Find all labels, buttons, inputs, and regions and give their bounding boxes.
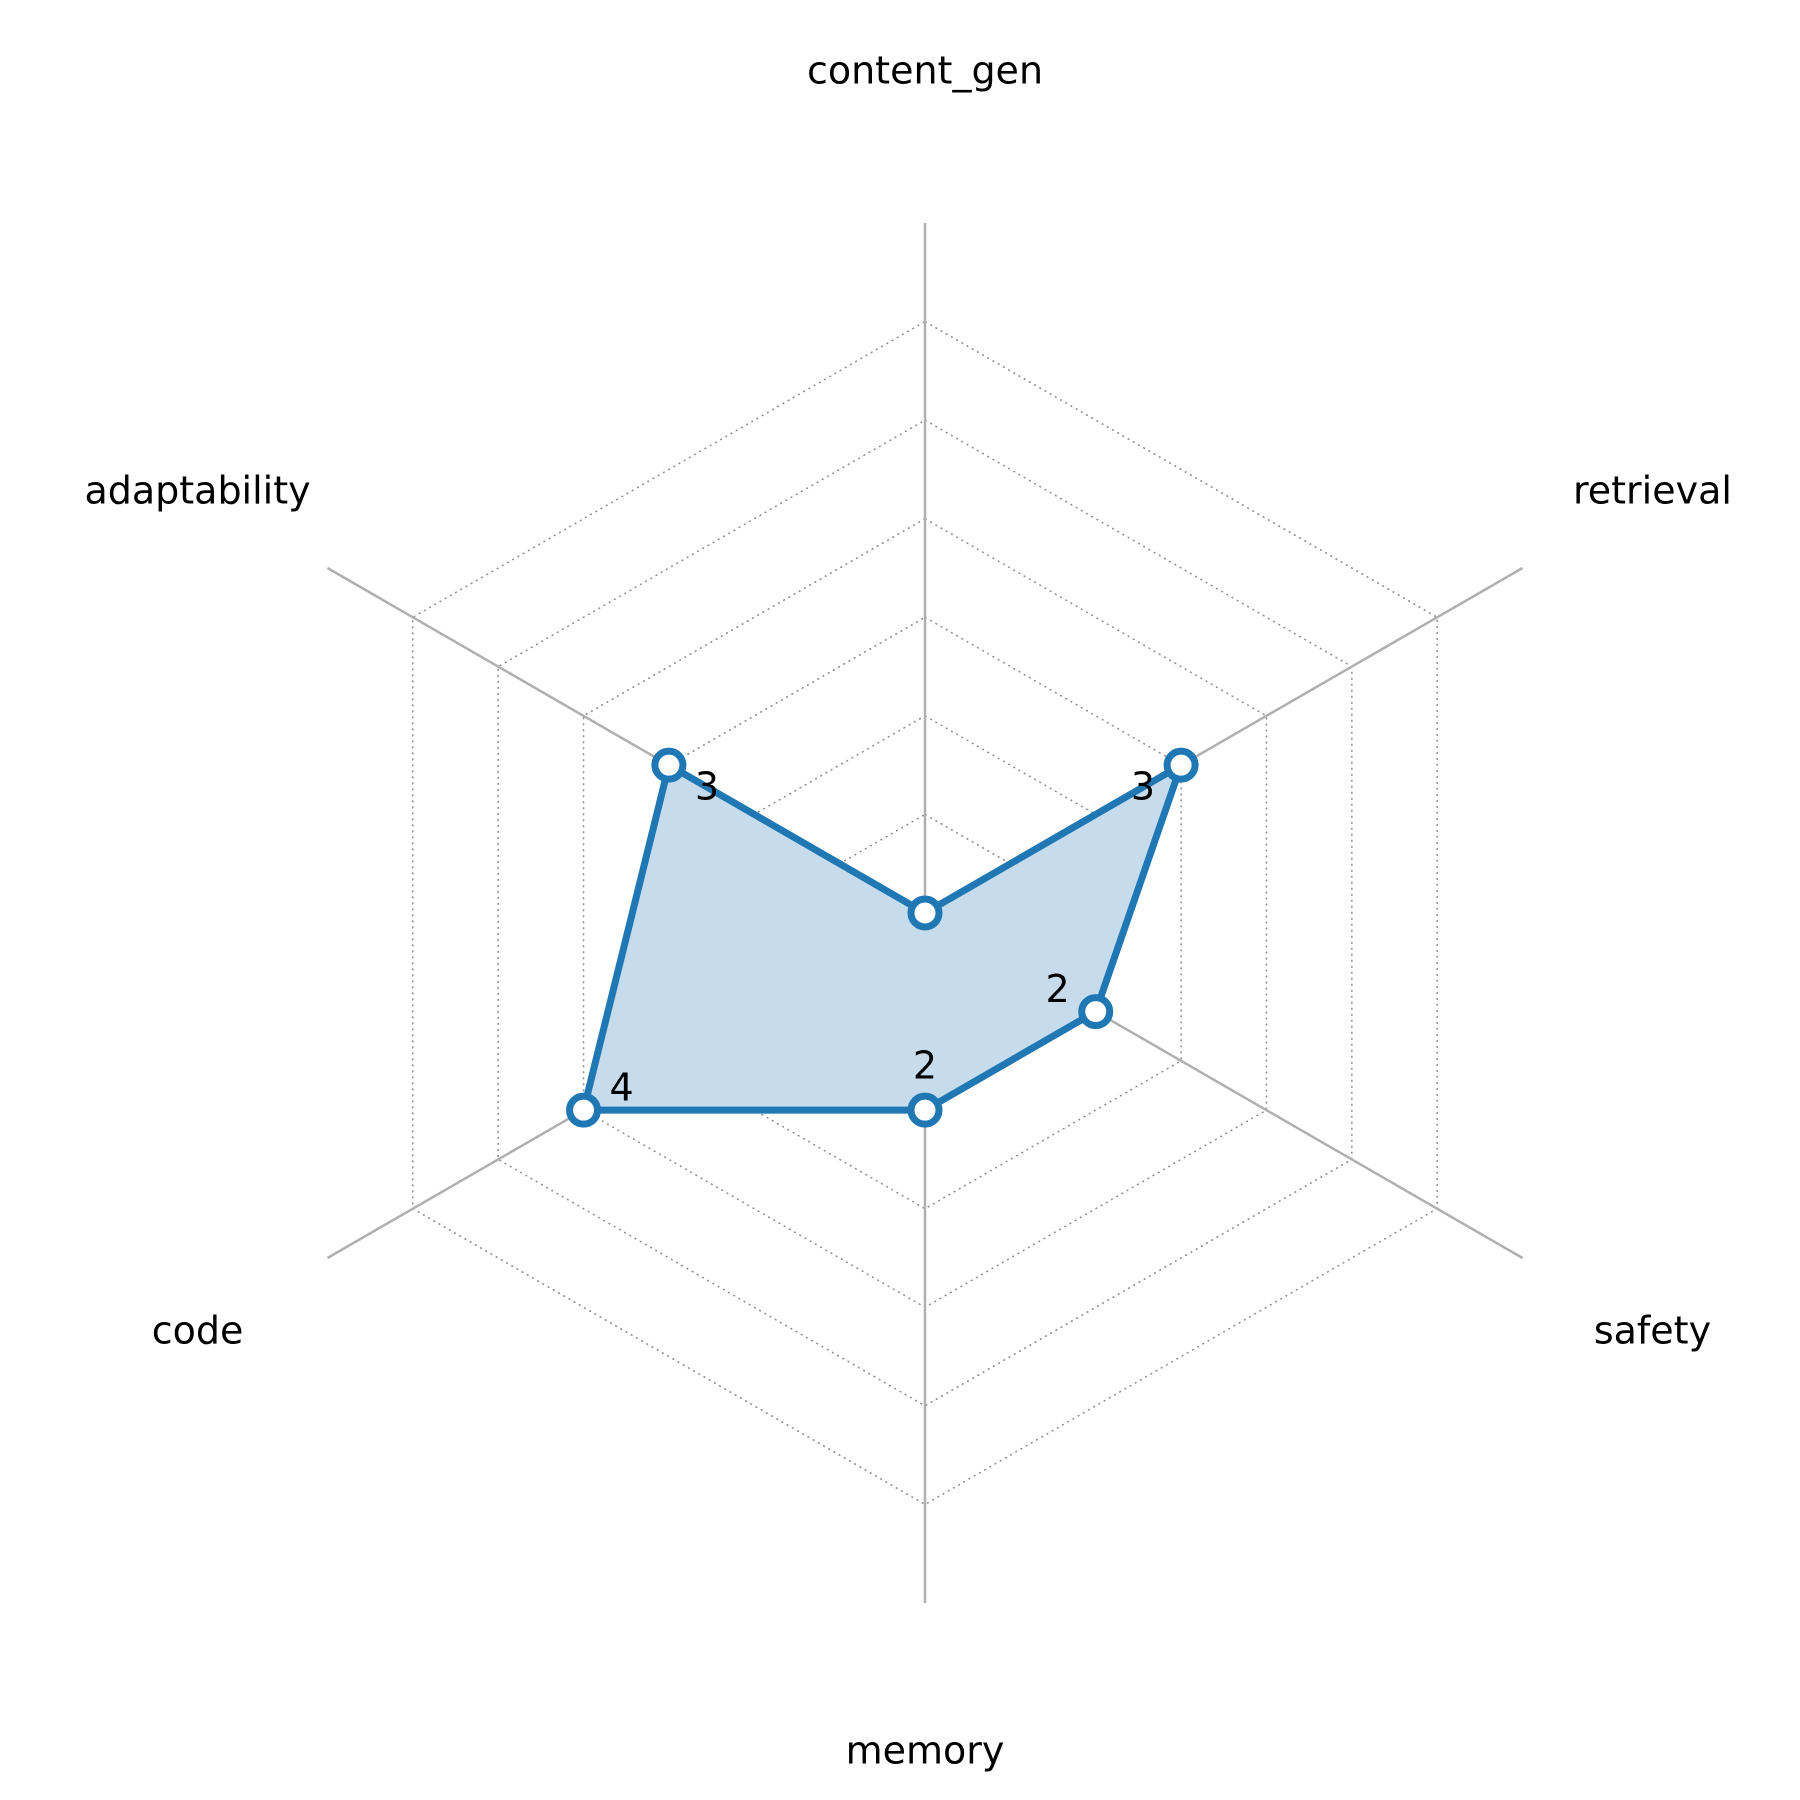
value-label-adaptability: 3 — [695, 765, 719, 809]
series-area — [580, 761, 1185, 1114]
value-label-code: 4 — [610, 1066, 634, 1110]
axis-label-safety: safety — [1594, 1309, 1711, 1353]
value-label-memory: 2 — [913, 1044, 937, 1088]
axis-label-memory: memory — [846, 1729, 1005, 1773]
marker-retrieval — [1163, 747, 1199, 783]
marker-safety — [1078, 994, 1114, 1030]
marker-memory — [907, 1092, 943, 1128]
value-label-safety: 2 — [1046, 967, 1070, 1011]
axis-label-code: code — [152, 1309, 244, 1353]
axis-label-adaptability: adaptability — [84, 469, 310, 513]
value-labels: 3 2 2 4 3 — [610, 765, 1156, 1110]
marker-adaptability — [651, 747, 687, 783]
value-label-retrieval: 3 — [1131, 765, 1155, 809]
axis-label-content_gen: content_gen — [807, 49, 1043, 93]
marker-code — [566, 1092, 602, 1128]
marker-content_gen — [907, 895, 943, 931]
series — [566, 747, 1199, 1128]
axis-labels: content_gen retrieval safety memory code adap… — [84, 49, 1732, 1773]
axis-label-retrieval: retrieval — [1573, 469, 1732, 513]
